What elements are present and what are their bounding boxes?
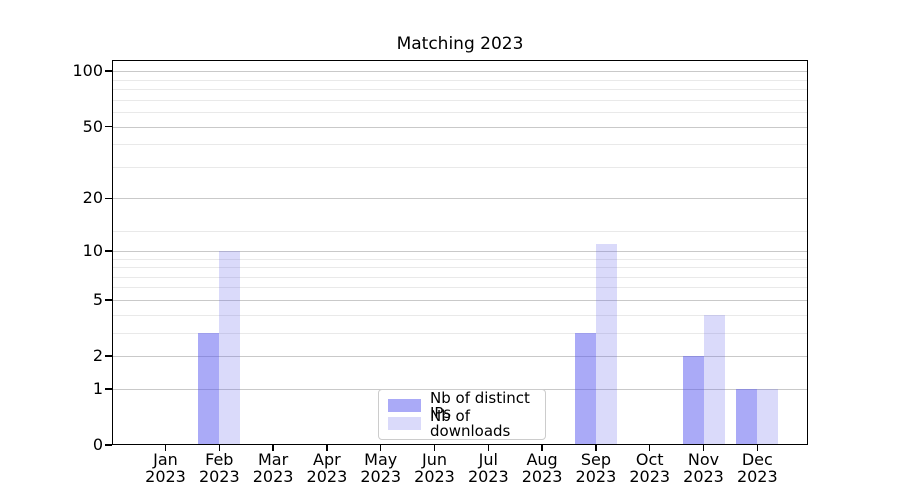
legend-entry-downloads: Nb of downloads	[388, 408, 536, 438]
y-tick-mark	[105, 250, 112, 252]
y-tick-mark	[105, 444, 112, 446]
y-tick-label: 5	[92, 289, 103, 309]
x-tick-mark	[541, 445, 543, 451]
bar-dec-downloads	[757, 388, 779, 445]
gridline-major	[112, 71, 808, 73]
x-tick-label: Aug 2023	[521, 450, 563, 486]
bar-feb-distinct-ips	[198, 332, 220, 445]
legend-label-downloads: Nb of downloads	[430, 406, 511, 440]
x-tick-mark	[648, 445, 651, 451]
x-tick-mark	[379, 445, 382, 451]
gridline-minor	[112, 112, 808, 114]
y-tick-label: 100	[72, 61, 103, 81]
plot-area	[112, 60, 808, 445]
gridline-major	[112, 250, 808, 252]
x-tick-label: Nov 2023	[683, 450, 724, 486]
x-tick-label: May 2023	[360, 450, 402, 486]
y-tick-label: 0	[92, 435, 103, 454]
y-tick-mark	[105, 70, 112, 72]
x-tick-label: Sep 2023	[575, 450, 617, 486]
gridline-minor	[112, 314, 808, 316]
gridline-major	[112, 299, 808, 301]
x-tick-label: Feb 2023	[198, 450, 240, 486]
gridline-minor	[112, 276, 808, 278]
y-tick-mark	[105, 299, 112, 301]
gridline-major	[112, 198, 808, 200]
gridline-minor	[112, 166, 808, 168]
x-tick-mark	[595, 445, 597, 451]
x-tick-mark	[218, 445, 221, 451]
gridline-minor	[112, 144, 808, 146]
bar-feb-downloads	[219, 250, 241, 445]
x-tick-mark	[487, 445, 490, 451]
y-tick-mark	[105, 197, 112, 200]
x-tick-label: Dec 2023	[736, 450, 778, 486]
bar-sep-downloads	[595, 243, 617, 445]
x-tick-mark	[164, 445, 167, 451]
y-tick-mark	[105, 355, 112, 357]
y-tick-label: 1	[92, 378, 103, 398]
gridline-minor	[112, 99, 808, 101]
x-tick-mark	[702, 445, 705, 451]
x-tick-label: Mar 2023	[252, 450, 294, 486]
x-tick-mark	[433, 445, 436, 451]
legend: Nb of distinct IPs Nb of downloads	[378, 389, 546, 440]
gridline-minor	[112, 267, 808, 269]
y-tick-label: 10	[82, 240, 103, 260]
x-tick-label: Apr 2023	[306, 450, 348, 486]
gridline-minor	[112, 287, 808, 289]
bar-nov-downloads	[703, 314, 725, 445]
legend-swatch-downloads	[388, 417, 421, 430]
x-tick-label: Oct 2023	[629, 450, 671, 486]
gridline-minor	[112, 258, 808, 260]
gridline-major	[112, 126, 808, 128]
y-tick-label: 50	[82, 116, 103, 136]
bar-dec-distinct-ips	[736, 388, 758, 445]
x-tick-label: Jan 2023	[145, 450, 186, 486]
legend-label-distinct-ips: Nb of distinct IPs	[430, 388, 530, 422]
legend-swatch-distinct-ips	[388, 399, 421, 412]
y-tick-label: 2	[92, 346, 103, 366]
gridline-minor	[112, 79, 808, 81]
y-tick-mark	[105, 388, 112, 390]
bar-sep-distinct-ips	[574, 332, 596, 445]
x-tick-label: Jun 2023	[414, 450, 455, 486]
x-tick-mark	[326, 445, 328, 451]
legend-entry-distinct-ips: Nb of distinct IPs	[388, 390, 536, 420]
gridline-minor	[112, 332, 808, 334]
gridline-major	[112, 356, 808, 358]
y-tick-mark	[105, 125, 112, 128]
chart-title: Matching 2023	[396, 34, 524, 54]
gridline-minor	[112, 231, 808, 233]
y-tick-label: 20	[82, 188, 103, 208]
x-tick-mark	[272, 445, 274, 451]
x-tick-label: Jul 2023	[467, 450, 509, 486]
bar-nov-distinct-ips	[682, 356, 704, 445]
gridline-minor	[112, 89, 808, 91]
x-tick-mark	[756, 445, 759, 451]
